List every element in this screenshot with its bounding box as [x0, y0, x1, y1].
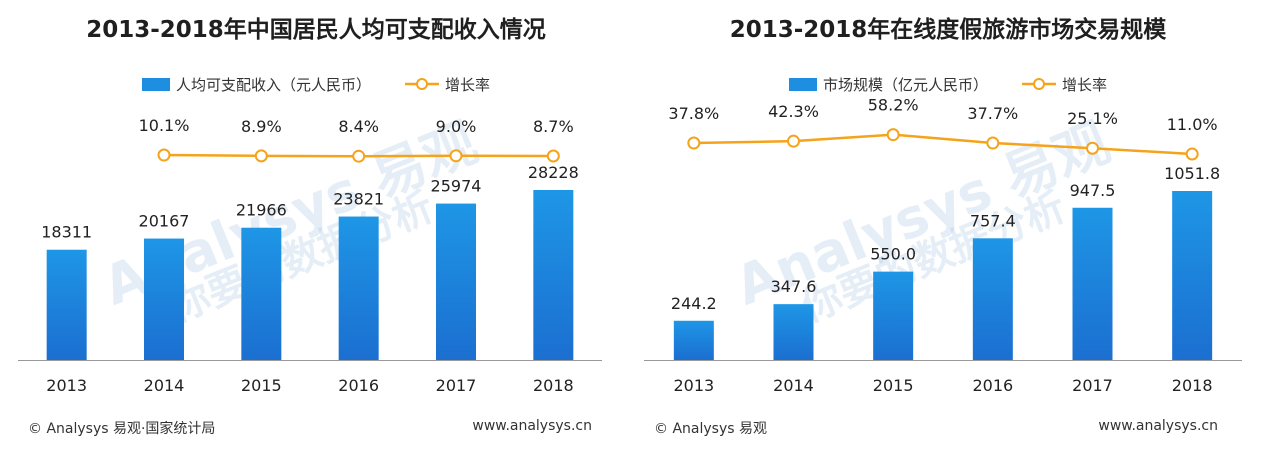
growth-rate-point	[254, 149, 268, 163]
source-note: © Analysys 易观	[654, 421, 767, 437]
growth-rate-label: 8.9%	[241, 117, 282, 136]
bar	[873, 271, 914, 360]
growth-rate-point	[1086, 141, 1099, 155]
bar	[673, 320, 714, 360]
x-tick-label: 2013	[673, 376, 714, 395]
growth-rate-point	[886, 128, 900, 142]
x-tick-label: 2017	[436, 376, 477, 395]
bar	[144, 238, 184, 360]
left-chart-panel: Analysys 易观 你要的数据分析 2013-2018年中国居民人均可支配收…	[0, 17, 632, 437]
chart-title: 2013-2018年中国居民人均可支配收入情况	[86, 17, 546, 43]
bar-value-label: 18311	[41, 223, 92, 242]
chart-title: 2013-2018年在线度假旅游市场交易规模	[729, 17, 1167, 43]
legend-item-line: 增长率	[405, 74, 490, 95]
legend-bar-swatch	[141, 77, 170, 91]
growth-rate-label: 37.7%	[967, 104, 1018, 123]
growth-rate-line	[693, 133, 1193, 156]
bar-value-label: 23821	[333, 190, 384, 209]
growth-rate-point	[687, 136, 701, 150]
growth-rate-label: 9.0%	[436, 117, 477, 136]
x-tick-label: 2013	[46, 376, 87, 395]
website-link[interactable]: www.analysys.cn	[472, 418, 592, 434]
legend-line-swatch	[1022, 78, 1056, 90]
bar	[241, 227, 282, 360]
x-tick-label: 2017	[1072, 376, 1113, 395]
growth-rate-label: 58.2%	[868, 96, 919, 115]
x-tick-label: 2014	[773, 376, 814, 395]
bar	[436, 203, 476, 360]
chart-plot: 18311 2013 20167 2014 21966 2015 23821 2016 2597…	[18, 116, 602, 395]
growth-rate-point	[986, 136, 1000, 150]
bar	[338, 216, 379, 360]
bar-value-label: 244.2	[671, 294, 717, 313]
bar-value-label: 757.4	[970, 211, 1016, 230]
legend-bar-label: 市场规模（亿元人民币）	[822, 75, 988, 94]
legend-item-bar: 市场规模（亿元人民币）	[788, 74, 988, 95]
bar-value-label: 550.0	[870, 245, 916, 264]
legend-line-label: 增长率	[1062, 75, 1108, 94]
growth-rate-label: 8.4%	[338, 117, 379, 136]
growth-rate-label: 10.1%	[139, 116, 190, 135]
growth-rate-point	[1185, 147, 1199, 161]
legend-item-bar: 人均可支配收入（元人民币）	[141, 74, 371, 95]
bar-value-label: 947.5	[1070, 181, 1116, 200]
x-tick-label: 2016	[972, 376, 1013, 395]
source-note: © Analysys 易观·国家统计局	[28, 421, 216, 437]
x-tick-label: 2014	[144, 376, 185, 395]
bar	[533, 190, 574, 360]
website-link[interactable]: www.analysys.cn	[1098, 418, 1218, 434]
bar	[1072, 207, 1113, 360]
growth-rate-point	[449, 149, 463, 163]
x-tick-label: 2015	[873, 376, 914, 395]
x-tick-label: 2015	[241, 376, 282, 395]
legend-bar-swatch	[788, 77, 817, 91]
growth-rate-label: 8.7%	[533, 117, 574, 136]
x-tick-label: 2016	[338, 376, 379, 395]
bar-value-label: 347.6	[771, 277, 817, 296]
chart-legend: 人均可支配收入（元人民币） 增长率	[0, 72, 632, 96]
bar-value-label: 1051.8	[1164, 164, 1220, 183]
legend-bar-label: 人均可支配收入（元人民币）	[175, 75, 371, 94]
chart-plot: 244.2 2013 347.6 2014 550.0 2015 757.4 2016 947.…	[644, 96, 1242, 395]
bar	[1172, 191, 1213, 360]
x-tick-label: 2018	[533, 376, 574, 395]
growth-rate-label: 25.1%	[1067, 109, 1118, 128]
growth-rate-label: 37.8%	[668, 104, 719, 123]
growth-rate-point	[546, 149, 560, 163]
growth-rate-label: 42.3%	[768, 102, 819, 121]
legend-line-swatch	[405, 78, 439, 90]
growth-rate-point	[787, 134, 800, 148]
right-chart-panel: Analysys 易观 你要的数据分析 2013-2018年在线度假旅游市场交易…	[632, 0, 1264, 468]
legend-item-line: 增长率	[1022, 74, 1107, 95]
bar	[46, 249, 87, 360]
chart-legend: 市场规模（亿元人民币） 增长率	[632, 72, 1264, 96]
growth-rate-label: 11.0%	[1167, 115, 1218, 134]
growth-rate-point	[157, 148, 171, 162]
bar-value-label: 20167	[139, 212, 190, 231]
x-tick-label: 2018	[1172, 376, 1213, 395]
bar	[972, 238, 1013, 360]
legend-line-label: 增长率	[445, 75, 491, 94]
bar-value-label: 25974	[431, 177, 482, 196]
bar-value-label: 28228	[528, 163, 579, 182]
bar	[773, 304, 814, 360]
bar-value-label: 21966	[236, 201, 287, 220]
growth-rate-point	[352, 149, 366, 163]
